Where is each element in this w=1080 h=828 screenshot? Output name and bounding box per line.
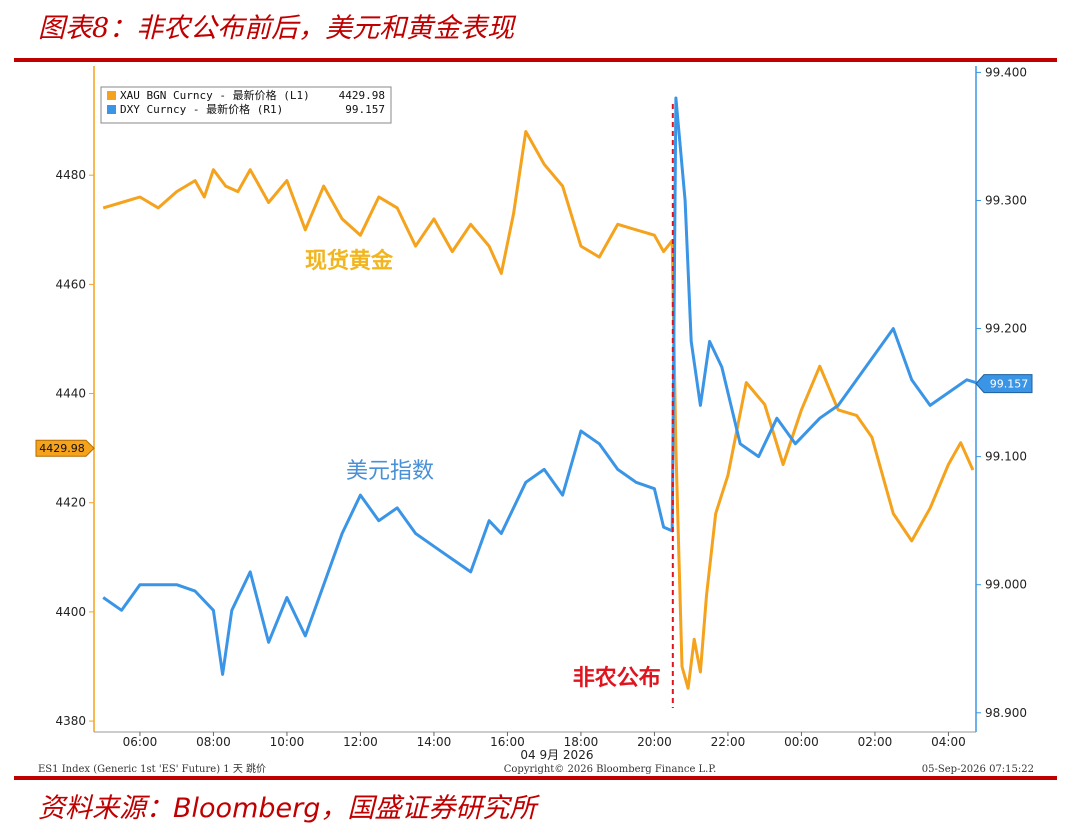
x-tick-label: 10:00 — [270, 735, 305, 749]
x-tick-label: 00:00 — [784, 735, 819, 749]
legend-value: 99.157 — [345, 103, 385, 116]
right-tick-label: 99.400 — [985, 65, 1027, 79]
left-last-value: 4429.98 — [39, 442, 85, 455]
x-tick-label: 12:00 — [343, 735, 378, 749]
gold-line — [102, 130, 975, 690]
footer-right: 05-Sep-2026 07:15:22 — [922, 764, 1034, 775]
source-rule — [14, 776, 1057, 780]
right-tick-label: 99.300 — [985, 193, 1027, 207]
left-tick-label: 4380 — [55, 714, 86, 728]
footer-left: ES1 Index (Generic 1st 'ES' Future) 1 天 … — [38, 762, 266, 775]
right-tick-label: 99.000 — [985, 578, 1027, 592]
x-tick-label: 22:00 — [711, 735, 746, 749]
legend-swatch — [107, 91, 116, 100]
dxy-line — [102, 96, 980, 676]
x-tick-label: 02:00 — [858, 735, 893, 749]
figure-source: 资料来源：Bloomberg，国盛证券研究所 — [38, 786, 536, 825]
left-tick-label: 4460 — [55, 277, 86, 291]
plot-area — [94, 66, 976, 732]
gold-annotation: 现货黄金 — [305, 248, 394, 274]
legend-series-name: XAU BGN Curncy - 最新价格 (L1) — [120, 88, 310, 102]
event-label: 非农公布 — [573, 665, 661, 691]
left-last-value-flag — [35, 439, 95, 457]
legend-series-name: DXY Curncy - 最新价格 (R1) — [120, 102, 283, 116]
dxy-annotation: 美元指数 — [346, 459, 434, 484]
right-tick-label: 99.100 — [985, 450, 1027, 464]
footer-center: Copyright© 2026 Bloomberg Finance L.P. — [504, 764, 717, 775]
left-tick-label: 4440 — [55, 387, 86, 401]
left-tick-label: 4480 — [55, 168, 86, 182]
source-suffix: ，国盛证券研究所 — [320, 793, 537, 824]
x-date-label: 04 9月 2026 — [520, 748, 593, 762]
legend-swatch — [107, 105, 116, 114]
x-tick-label: 18:00 — [564, 735, 599, 749]
right-tick-label: 98.900 — [985, 706, 1027, 720]
chart: 4380 4400 4420 4440 4460 4480 98.900 99.000 99.1… — [35, 65, 1034, 775]
left-tick-label: 4420 — [55, 496, 86, 510]
legend-box — [100, 86, 392, 124]
left-tick-label: 4400 — [55, 605, 86, 619]
x-tick-label: 20:00 — [637, 735, 672, 749]
x-tick-label: 06:00 — [123, 735, 158, 749]
right-last-value-flag — [975, 374, 1033, 394]
x-tick-label: 14:00 — [417, 735, 452, 749]
right-tick-label: 99.200 — [985, 322, 1027, 336]
right-last-value: 99.157 — [990, 378, 1029, 391]
x-tick-label: 16:00 — [490, 735, 525, 749]
figure-title: 图表8：非农公布前后，美元和黄金表现 — [38, 13, 515, 44]
title-rule — [14, 58, 1057, 62]
source-prefix: 资料来源： — [38, 793, 173, 824]
source-brand: Bloomberg — [173, 793, 321, 824]
legend-value: 4429.98 — [339, 89, 385, 102]
x-tick-label: 08:00 — [196, 735, 231, 749]
x-tick-label: 04:00 — [931, 735, 966, 749]
